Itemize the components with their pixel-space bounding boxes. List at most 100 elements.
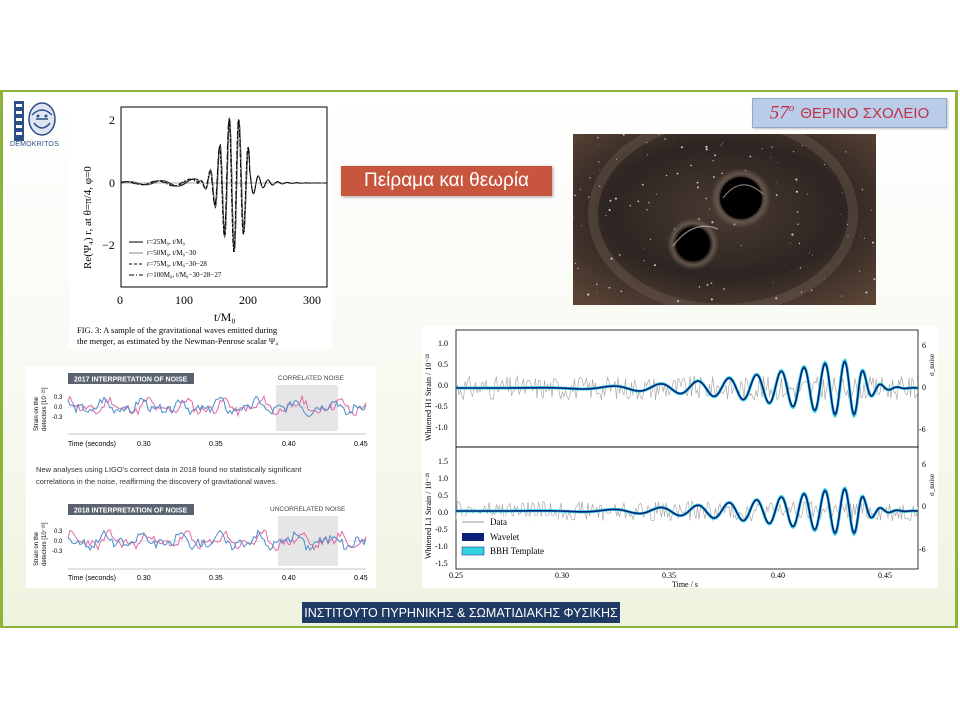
star-dot	[597, 145, 599, 147]
ligo-bot-ytick-5: -0.5	[435, 525, 448, 534]
psi4-curve	[120, 118, 327, 253]
psi4-legend-4: r=100M₀, t/M₀−30−28−27	[147, 271, 222, 279]
noise-p2-ytick-2: 0.0	[54, 539, 63, 545]
noise-ylabel1-line1: Strain on the	[34, 396, 40, 431]
star-dot	[872, 246, 874, 248]
ligo-right-ylabel-top: σ_noise	[928, 354, 936, 376]
noise-p2-ytick-3: -0.3	[52, 549, 63, 555]
slide-title: Πείραμα και θεωρία	[341, 166, 552, 196]
ligo-xlabel: Time / s	[672, 580, 698, 588]
star-dot	[577, 267, 579, 269]
star-dot	[646, 142, 648, 144]
ligo-wavelet	[456, 360, 918, 416]
noise-panel1-tag: CORRELATED NOISE	[278, 375, 345, 382]
star-dot	[608, 286, 611, 289]
star-dot	[712, 160, 714, 162]
star-dot	[791, 233, 794, 236]
star-dot	[720, 144, 722, 146]
psi4-waveform-figure: 2 0 −2 0 100 200 300 t/M₀ Re(Ψ₄) r, at θ…	[69, 101, 332, 349]
noise-trace	[67, 395, 367, 417]
ligo-right-ytick-b7: -6	[919, 545, 926, 554]
star-dot	[618, 254, 621, 256]
logo-caption: DEMOKRITOS	[10, 141, 59, 148]
star-dot	[665, 174, 668, 177]
psi4-legend-1: r=25M₀, t/M₀	[147, 238, 186, 246]
noise-p1-ytick-3: -0.3	[52, 415, 63, 421]
star-dot	[775, 297, 778, 300]
star-dot	[641, 183, 644, 186]
noise-p1-xtick-1: 0.30	[137, 441, 151, 448]
star-dot	[776, 181, 777, 183]
star-dot	[616, 158, 618, 160]
noise-trace	[67, 394, 367, 418]
star-dot	[573, 239, 575, 241]
psi4-ytick-2: 2	[109, 113, 115, 127]
star-dot	[572, 216, 574, 218]
star-dot	[710, 298, 713, 301]
star-dot	[653, 264, 656, 267]
star-dot	[698, 286, 701, 288]
star-dot	[710, 282, 712, 284]
star-dot	[773, 217, 774, 219]
star-dot	[772, 282, 774, 284]
star-dot	[859, 270, 861, 272]
noise-note-line1: New analyses using LIGO's correct data i…	[36, 465, 302, 474]
star-dot	[801, 144, 803, 146]
star-dot	[646, 209, 648, 211]
star-dot	[841, 295, 843, 297]
ligo-top-ytick-4: -0.5	[435, 402, 448, 411]
star-dot	[643, 248, 645, 250]
noise-ylabel2-line2: detectors [10⁻²¹]	[42, 522, 48, 566]
star-dot	[608, 208, 611, 212]
ligo-strain-figure: Whitened H1 Strain / 10⁻²¹ Whitened L1 S…	[422, 326, 938, 589]
ligo-top-ytick-2: 0.5	[438, 360, 448, 369]
star-dot	[809, 252, 810, 253]
star-dot	[597, 136, 599, 139]
star-dot	[605, 215, 607, 217]
star-dot	[865, 291, 868, 294]
summer-school-number: 57ο	[769, 101, 795, 124]
star-dot	[761, 148, 763, 150]
ligo-bot-ytick-6: -1.0	[435, 542, 448, 551]
star-dot	[666, 239, 668, 240]
ligo-xtick-2: 0.30	[555, 571, 569, 580]
star-dot	[799, 267, 802, 269]
star-dot	[589, 177, 591, 179]
star-dot	[599, 194, 601, 195]
star-dot	[824, 277, 826, 279]
noise-p1-xtick-2: 0.35	[209, 441, 223, 448]
star-dot	[860, 235, 861, 237]
star-dot	[598, 169, 600, 171]
psi4-xlabel: t/M₀	[214, 310, 236, 324]
star-dot	[574, 194, 576, 197]
psi4-ylabel: Re(Ψ₄) r, at θ=π/4, φ=0	[82, 166, 94, 269]
ligo-legend-wavelet: Wavelet	[490, 532, 520, 542]
star-dot	[629, 205, 631, 207]
star-dot	[798, 242, 801, 245]
star-dot	[709, 208, 711, 210]
star-dot	[841, 192, 843, 194]
ligo-legend-bbh: BBH Template	[490, 546, 544, 556]
star-dot	[795, 190, 798, 193]
star-dot	[758, 226, 760, 227]
star-dot	[637, 200, 640, 203]
star-dot	[792, 151, 795, 153]
star-dot	[847, 235, 849, 238]
star-dot	[795, 178, 798, 181]
ligo-xtick-1: 0.25	[449, 571, 463, 580]
psi4-ytick-0: 0	[109, 176, 115, 190]
star-dot	[840, 214, 842, 215]
noise-p2-xaxis-label: Time (seconds)	[68, 575, 116, 582]
star-dot	[771, 146, 773, 148]
star-dot	[705, 148, 708, 151]
star-dot	[834, 209, 836, 210]
noise-p1-ytick-1: 0.3	[54, 395, 63, 401]
star-dot	[649, 238, 651, 240]
star-dot	[770, 156, 772, 158]
noise-p1-xaxis-label: Time (seconds)	[68, 441, 116, 448]
star-dot	[672, 138, 674, 139]
black-hole-merger-image	[572, 114, 876, 314]
ligo-bot-ytick-3: 0.5	[438, 491, 448, 500]
star-dot	[797, 211, 799, 213]
star-dot	[579, 188, 581, 190]
